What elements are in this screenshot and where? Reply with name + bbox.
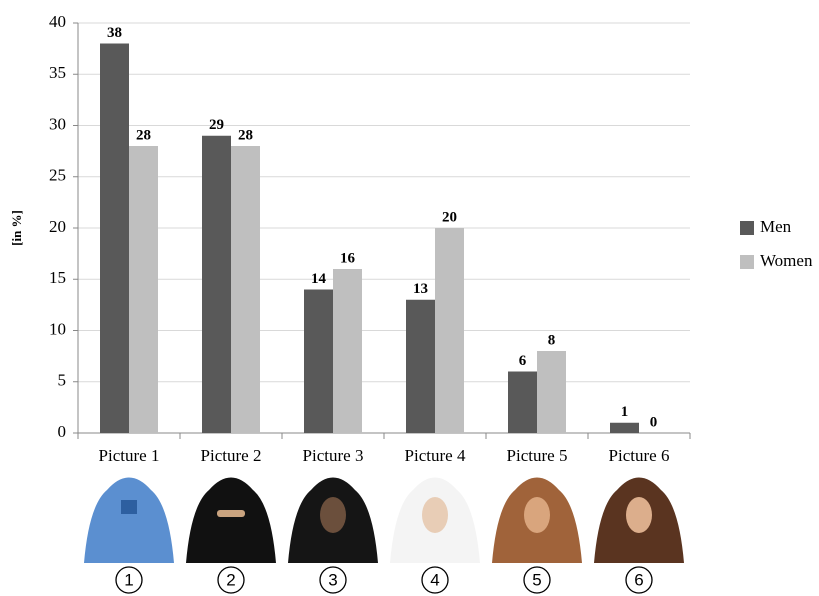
bar (231, 146, 260, 433)
value-label: 6 (519, 353, 527, 369)
bar (610, 422, 639, 433)
number-circle (319, 566, 347, 594)
y-tick-label: 10 (49, 319, 66, 338)
y-tick-label: 20 (49, 217, 66, 236)
y-axis-label: [in %] (9, 210, 24, 246)
portrait-eyes (217, 510, 245, 517)
y-tick-label: 25 (49, 166, 66, 185)
value-label: 1 (621, 404, 629, 420)
number-circle (115, 566, 143, 594)
y-tick-label: 0 (58, 422, 67, 441)
value-label: 16 (340, 250, 356, 266)
number-circle (217, 566, 245, 594)
y-tick-label: 30 (49, 114, 66, 133)
legend-swatch (740, 255, 754, 269)
bar (202, 135, 231, 433)
portrait-face (320, 497, 346, 533)
value-label: 20 (442, 209, 457, 225)
bar (508, 371, 537, 433)
value-label: 13 (413, 281, 428, 297)
number-circle (625, 566, 653, 594)
legend-swatch (740, 221, 754, 235)
number-circle (421, 566, 449, 594)
image-number: 5 (532, 570, 541, 589)
portrait-face (524, 497, 550, 533)
x-tick-label: Picture 6 (609, 446, 670, 465)
bar (129, 146, 158, 433)
x-tick-label: Picture 5 (507, 446, 568, 465)
legend-label: Women (760, 251, 813, 270)
value-label: 14 (311, 271, 327, 287)
bar (435, 228, 464, 433)
image-number: 6 (634, 570, 643, 589)
legend-label: Men (760, 217, 792, 236)
image-number: 1 (124, 570, 133, 589)
number-circle (523, 566, 551, 594)
value-label: 8 (548, 332, 556, 348)
portrait-veil (186, 477, 276, 563)
portrait-face (422, 497, 448, 533)
y-tick-label: 35 (49, 63, 66, 82)
value-label: 28 (238, 127, 253, 143)
portrait-face (626, 497, 652, 533)
bar (304, 289, 333, 433)
y-tick-label: 15 (49, 268, 66, 287)
x-tick-label: Picture 2 (201, 446, 262, 465)
y-tick-label: 5 (58, 371, 67, 390)
image-number: 4 (430, 570, 439, 589)
value-label: 0 (650, 414, 658, 430)
bar (100, 43, 129, 433)
image-number: 2 (226, 570, 235, 589)
portrait-veil (84, 477, 174, 563)
bar (333, 269, 362, 433)
value-label: 29 (209, 117, 224, 133)
y-tick-label: 40 (49, 12, 66, 31)
x-tick-label: Picture 4 (405, 446, 466, 465)
portrait-mesh (121, 500, 137, 514)
value-label: 28 (136, 127, 151, 143)
x-tick-label: Picture 3 (303, 446, 364, 465)
image-number: 3 (328, 570, 337, 589)
value-label: 38 (107, 25, 122, 41)
bar (406, 299, 435, 433)
x-tick-label: Picture 1 (99, 446, 160, 465)
bar (537, 351, 566, 433)
